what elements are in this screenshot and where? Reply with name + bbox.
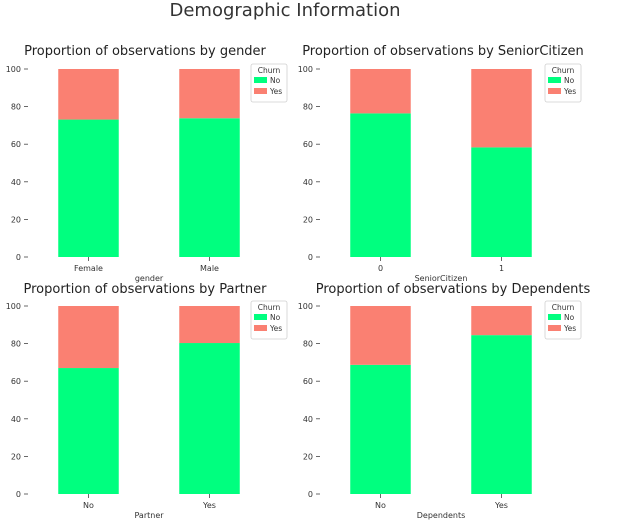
y-tick-label: 20 <box>303 452 313 461</box>
y-tick-label: 0 <box>308 490 313 499</box>
bar-yes-yes <box>471 306 532 336</box>
y-tick-label: 20 <box>11 215 21 224</box>
bar-no-male <box>179 118 240 257</box>
y-tick-label: 60 <box>11 140 21 149</box>
chart-panel-3: Proportion of observations by Dependents… <box>298 282 591 520</box>
chart-title: Proportion of observations by Partner <box>24 282 268 297</box>
legend-title: Churn <box>552 66 575 75</box>
bar-yes-yes <box>179 306 240 344</box>
legend-swatch-no <box>254 77 267 83</box>
x-axis-label: SeniorCitizen <box>415 274 468 283</box>
legend-label-no: No <box>270 313 281 322</box>
bar-yes-1 <box>471 69 532 148</box>
x-tick-label: No <box>83 501 94 510</box>
figure-suptitle: Demographic Information <box>170 0 401 21</box>
x-axis-label: Dependents <box>417 511 466 520</box>
x-tick-label: No <box>375 501 386 510</box>
chart-panel-1: Proportion of observations by SeniorCiti… <box>298 44 584 283</box>
x-tick-label: Yes <box>494 501 508 510</box>
legend-swatch-yes <box>254 325 267 331</box>
x-axis-label: Partner <box>134 511 164 520</box>
chart-title: Proportion of observations by SeniorCiti… <box>302 44 584 59</box>
bar-no-female <box>58 119 119 258</box>
legend-label-no: No <box>564 313 575 322</box>
y-tick-label: 60 <box>11 377 21 386</box>
y-tick-label: 40 <box>11 178 21 187</box>
bar-no-no <box>58 368 119 494</box>
bar-yes-female <box>58 69 119 120</box>
legend-swatch-yes <box>548 88 561 94</box>
bar-no-no <box>350 364 411 494</box>
chart-title: Proportion of observations by gender <box>24 44 266 59</box>
legend-swatch-no <box>254 314 267 320</box>
y-tick-label: 0 <box>16 490 21 499</box>
legend-label-no: No <box>564 76 575 85</box>
y-tick-label: 40 <box>303 178 313 187</box>
y-tick-label: 20 <box>303 215 313 224</box>
x-axis-label: gender <box>135 274 164 283</box>
y-tick-label: 80 <box>11 103 21 112</box>
y-tick-label: 20 <box>11 452 21 461</box>
x-tick-label: Yes <box>202 501 216 510</box>
bar-yes-no <box>58 306 119 369</box>
x-tick-label: Male <box>200 264 219 273</box>
y-tick-label: 100 <box>298 302 313 311</box>
y-tick-label: 0 <box>308 253 313 262</box>
y-tick-label: 100 <box>298 65 313 74</box>
x-tick-label: 0 <box>378 264 383 273</box>
bar-no-1 <box>471 147 532 257</box>
legend-label-yes: Yes <box>269 324 282 333</box>
y-tick-label: 80 <box>11 340 21 349</box>
bar-yes-male <box>179 69 240 119</box>
legend-swatch-no <box>548 314 561 320</box>
legend-title: Churn <box>552 303 575 312</box>
chart-panel-0: Proportion of observations by gender 0 20 4… <box>6 44 288 283</box>
bar-no-yes <box>471 335 532 494</box>
legend-label-no: No <box>270 76 281 85</box>
y-tick-label: 100 <box>6 65 21 74</box>
y-tick-label: 0 <box>16 253 21 262</box>
bar-no-0 <box>350 113 411 257</box>
chart-panel-2: Proportion of observations by Partner 0 20… <box>6 282 288 520</box>
legend-swatch-no <box>548 77 561 83</box>
chart-grid: Proportion of observations by gender 0 20 4… <box>6 44 591 520</box>
legend-label-yes: Yes <box>269 87 282 96</box>
legend-swatch-yes <box>548 325 561 331</box>
legend-label-yes: Yes <box>563 87 576 96</box>
x-tick-label: Female <box>74 264 103 273</box>
y-tick-label: 40 <box>303 415 313 424</box>
legend-title: Churn <box>258 303 281 312</box>
y-tick-label: 100 <box>6 302 21 311</box>
bar-yes-no <box>350 306 411 365</box>
legend-swatch-yes <box>254 88 267 94</box>
x-tick-label: 1 <box>499 264 504 273</box>
y-tick-label: 80 <box>303 103 313 112</box>
legend-label-yes: Yes <box>563 324 576 333</box>
y-tick-label: 80 <box>303 340 313 349</box>
y-tick-label: 60 <box>303 140 313 149</box>
bar-no-yes <box>179 343 240 494</box>
y-tick-label: 60 <box>303 377 313 386</box>
chart-title: Proportion of observations by Dependents <box>316 282 591 297</box>
bar-yes-0 <box>350 69 411 114</box>
y-tick-label: 40 <box>11 415 21 424</box>
legend-title: Churn <box>258 66 281 75</box>
